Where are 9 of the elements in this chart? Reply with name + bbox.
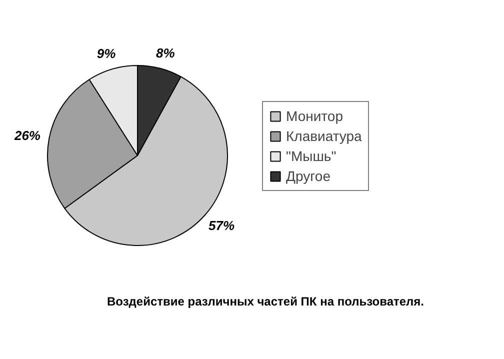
legend-label: "Мышь" [286, 148, 336, 164]
data-label: 57% [208, 218, 235, 234]
legend-label: Монитор [286, 108, 343, 124]
legend-label: Клавиатура [286, 128, 362, 144]
data-label: 8% [156, 45, 176, 60]
data-label: 26% [13, 128, 41, 144]
data-label: 9% [96, 46, 116, 62]
text: Воздействие различных частей ПК на пользователя. [107, 294, 424, 308]
legend-label: Другое [286, 168, 330, 184]
